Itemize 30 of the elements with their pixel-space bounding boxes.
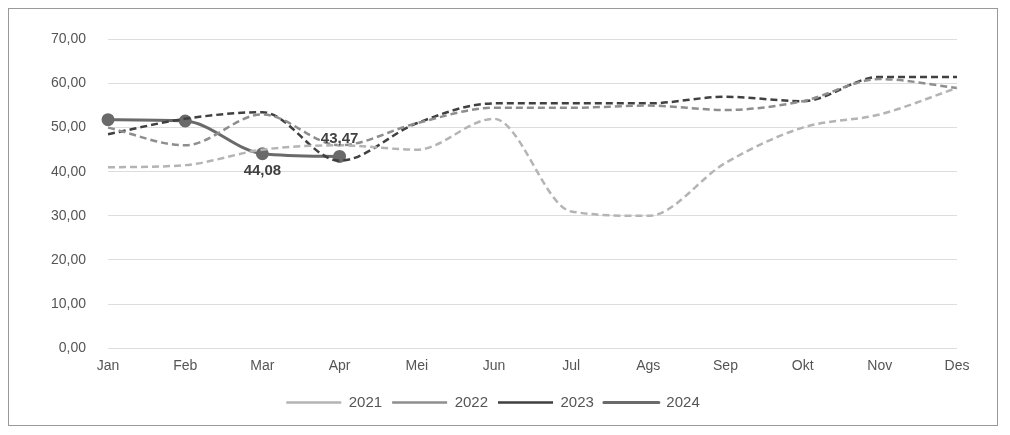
x-tick-label: Jan [96,357,120,374]
x-tick-label: Feb [173,357,198,374]
x-tick-label: Mei [405,357,429,374]
y-tick-label: 40,00 [50,162,87,179]
x-tick-label: Ags [636,357,661,374]
x-tick-label: Apr [328,357,351,374]
y-tick-label: 30,00 [50,206,87,223]
line-series [106,75,959,162]
x-tick-label: Nov [867,357,893,374]
line-series [106,86,959,218]
point [101,113,115,127]
legend-label: 2024 [666,392,700,410]
y-tick-label: 50,00 [50,118,87,135]
x-tick-label: Jul [562,357,581,374]
legend-label: 2021 [348,392,383,410]
y-tick-label: 60,00 [50,74,87,91]
data-label: 44,08 [243,161,282,179]
y-tick-label: 70,00 [50,30,87,47]
x-tick-label: Mar [250,357,275,374]
data-label: 43,47 [320,129,359,147]
legend-label: 2022 [454,392,489,410]
point [333,149,347,163]
x-tick-label: Sep [713,357,739,374]
x-tick-label: Des [944,357,970,374]
x-tick-label: Okt [791,357,814,374]
y-tick-label: 10,00 [50,294,87,311]
y-tick-label: 20,00 [50,250,87,267]
y-tick-label: 0,00 [58,339,87,356]
legend-label: 2023 [560,392,594,410]
x-tick-label: Jun [482,357,506,374]
